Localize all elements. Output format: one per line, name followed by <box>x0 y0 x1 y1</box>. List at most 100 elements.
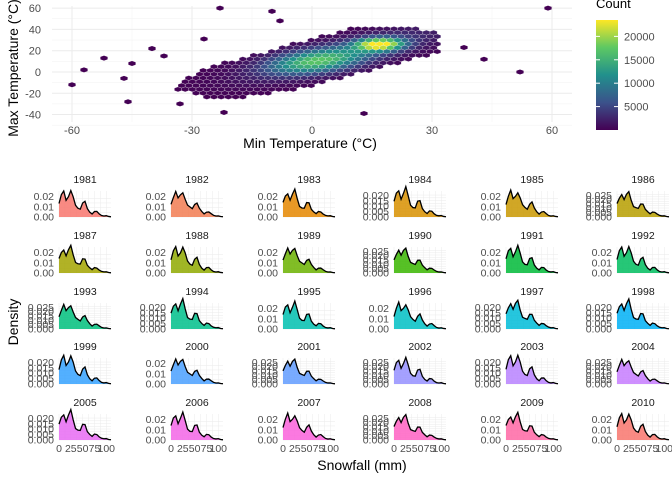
facet-title: 1997 <box>520 286 544 298</box>
facet-x-tick-label: 25 <box>623 443 635 455</box>
facet-y-tick-label: 0.01 <box>258 313 279 325</box>
facet-y-tick-label: 0.005 <box>252 374 278 386</box>
facet-y-tick-label: 0.005 <box>586 207 612 219</box>
facet-y-tick-label: 0.020 <box>475 357 501 369</box>
hex-outlier <box>80 67 88 73</box>
facet-1982: 1982 0.000.010.02 <box>146 174 224 224</box>
hex-cell <box>365 67 373 74</box>
density-line <box>393 184 447 218</box>
hex-cell <box>203 94 211 100</box>
hexbin-x-axis-title: Min Temperature (°C) <box>243 135 377 151</box>
hex-outlier <box>480 56 488 62</box>
hexbin-cells <box>68 5 552 117</box>
facet-y-tick-label: 0.00 <box>258 435 279 447</box>
facet-y-tick-label: 0.020 <box>363 190 389 202</box>
density-line <box>170 189 224 218</box>
facet-x-tick-label: 0 <box>56 443 62 455</box>
hex-cell <box>224 94 233 100</box>
count-legend: Count 5000 10000 15000 20000 <box>596 0 655 130</box>
hex-cell <box>275 86 283 93</box>
facet-y-tick-label: 0.02 <box>146 247 167 259</box>
facet-y-tick-label: 0.00 <box>34 268 55 280</box>
hex-cell <box>357 67 366 74</box>
density-line <box>170 296 224 330</box>
facet-y-tick-label: 0.00 <box>146 379 167 391</box>
facet-title: 2001 <box>297 341 321 353</box>
hex-outlier <box>220 109 228 115</box>
density-line <box>616 244 670 274</box>
facet-1988: 1988 0.000.010.02 <box>146 230 224 280</box>
facet-1989: 1989 0.000.010.02 <box>258 230 336 280</box>
facet-x-tick-label: 25 <box>289 443 301 455</box>
facet-1985: 1985 0.000.010.02 <box>481 174 559 224</box>
facet-y-tick-label: 0.015 <box>28 418 54 430</box>
facet-y-tick-label: 0.02 <box>258 414 279 426</box>
facet-y-tick-label: 0.005 <box>28 319 54 331</box>
facet-y-tick-label: 0.015 <box>475 307 501 319</box>
hexbin-y-ticks: -40 -20 0 20 40 60 <box>25 3 41 121</box>
facet-title: 1992 <box>631 230 655 242</box>
facet-y-tick-label: 0.000 <box>28 324 54 336</box>
facet-y-tick-label: 0.000 <box>363 212 389 224</box>
hex-cell <box>239 94 247 100</box>
facet-y-tick-label: 0.015 <box>363 422 389 434</box>
density-line <box>58 302 112 330</box>
hex-cell <box>249 90 258 96</box>
facet-y-tick-label: 0.010 <box>252 370 278 382</box>
facet-y-tick-label: 0.020 <box>28 306 54 318</box>
hex-cell <box>347 71 355 77</box>
facet-y-tick-label: 0.02 <box>481 247 502 259</box>
facet-y-tick-label: 0.025 <box>586 357 612 369</box>
density-line <box>393 355 447 385</box>
facet-title: 2002 <box>408 341 432 353</box>
facet-y-tick-label: 0.005 <box>363 263 389 275</box>
facet-y-tick-label: 0.010 <box>586 370 612 382</box>
density-line <box>282 411 336 441</box>
facet-y-tick-label: 0.020 <box>586 302 612 314</box>
hexbin-y-tick-label: 0 <box>35 67 41 79</box>
hex-outlier <box>268 8 276 14</box>
facet-x-tick-label: 100 <box>656 443 672 455</box>
facet-y-tick-label: 0.00 <box>592 268 613 280</box>
facet-y-tick-label: 0.01 <box>592 257 613 269</box>
hexbin-x-tick-label: -60 <box>64 125 80 137</box>
facet-x-tick-label: 50 <box>77 443 89 455</box>
hex-cell <box>386 60 395 66</box>
density-area <box>59 190 111 217</box>
facet-x-tick-label: 100 <box>433 443 451 455</box>
density-line <box>616 411 670 441</box>
density-line <box>505 188 559 218</box>
facet-y-tick-label: 0.000 <box>586 212 612 224</box>
facet-title: 1984 <box>408 174 432 186</box>
facet-y-tick-label: 0.020 <box>28 413 54 425</box>
facet-title: 1987 <box>73 230 97 242</box>
colorbar <box>596 20 618 130</box>
facet-1995: 1995 0.000.010.02 <box>258 286 336 336</box>
facet-y-tick-label: 0.02 <box>592 414 613 426</box>
density-area <box>171 246 223 273</box>
colorbar-tick-label: 5000 <box>624 102 648 114</box>
facet-y-tick-label: 0.025 <box>586 190 612 202</box>
facet-title: 2000 <box>185 341 209 353</box>
hex-cell <box>375 64 384 70</box>
facet-x-tick-label: 25 <box>65 443 77 455</box>
density-line <box>170 409 224 441</box>
facet-title: 1981 <box>73 174 97 186</box>
facet-y-tick-label: 0.01 <box>34 257 55 269</box>
facet-y-tick-label: 0.010 <box>363 426 389 438</box>
hex-cell <box>300 82 308 89</box>
hex-outlier <box>544 5 552 11</box>
facet-y-tick-label: 0.00 <box>481 435 502 447</box>
facet-y-tick-label: 0.01 <box>592 424 613 436</box>
hex-outlier <box>128 60 136 66</box>
colorbar-ticks: 5000 10000 15000 20000 <box>596 31 655 114</box>
density-line <box>282 246 336 274</box>
facet-y-tick-label: 0.01 <box>258 424 279 436</box>
facet-x-tick-label: 75 <box>536 443 548 455</box>
